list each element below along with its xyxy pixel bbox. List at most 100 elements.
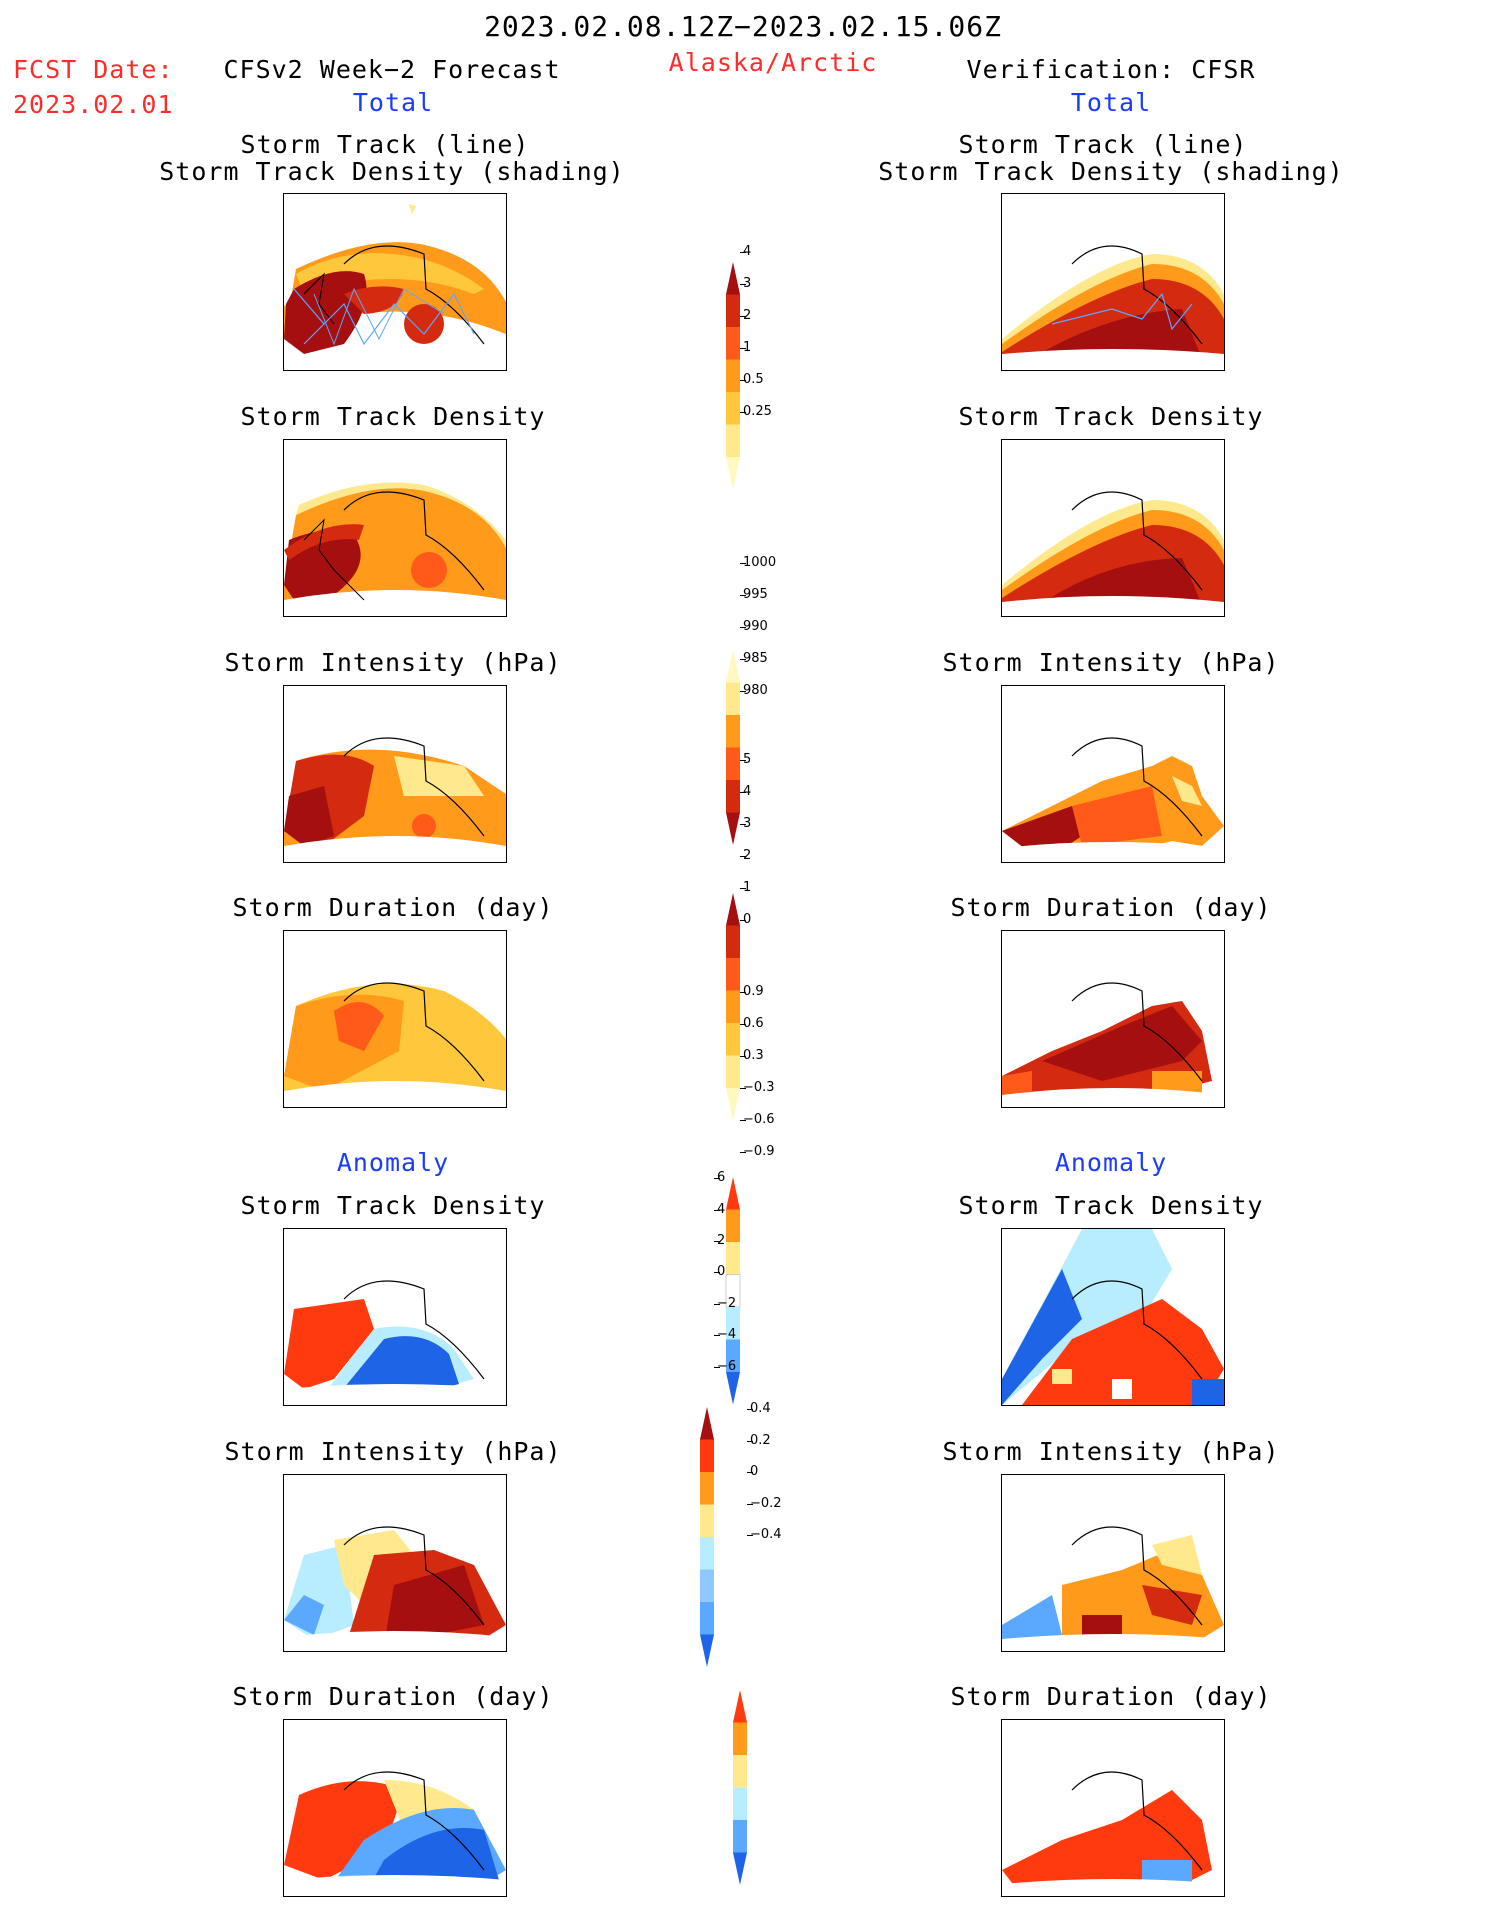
density_total-tick xyxy=(740,412,746,413)
duration_total-swatch xyxy=(726,1088,740,1121)
title-duration-left: Storm Duration (day) xyxy=(232,893,554,922)
density_total-label: 0.25 xyxy=(743,404,772,419)
density_anom-label: 0.9 xyxy=(743,984,764,999)
intensity_anom-swatch xyxy=(700,1504,714,1537)
title-duration-right: Storm Duration (day) xyxy=(950,893,1272,922)
density_anom-swatch xyxy=(726,1242,740,1275)
intensity_anom-label: 0 xyxy=(717,1264,726,1279)
duration_total-label: 3 xyxy=(743,816,752,831)
density_total-tick xyxy=(740,252,746,253)
intensity_total-swatch xyxy=(726,780,740,813)
duration_anom-tick xyxy=(747,1535,753,1536)
duration_anom-swatch xyxy=(733,1722,747,1755)
duration_anom-label: 0.4 xyxy=(750,1401,771,1416)
density_total-swatch xyxy=(726,457,740,490)
intensity_anom-label: −2 xyxy=(717,1296,737,1311)
density_total-label: 0.5 xyxy=(743,372,764,387)
title-intensity-right: Storm Intensity (hPa) xyxy=(942,648,1280,677)
intensity_anom-swatch xyxy=(700,1569,714,1602)
density_anom-swatch xyxy=(726,1307,740,1340)
colorbar-intensity-anom: 6 4 2 0 −2 −4 −6 xyxy=(700,1170,736,1667)
duration_total-label: 1 xyxy=(743,880,752,895)
intensity_anom-swatch xyxy=(700,1602,714,1635)
intensity_total-swatch xyxy=(726,747,740,780)
density_anom-tick xyxy=(740,1088,746,1089)
intensity_anom-tick xyxy=(714,1210,720,1211)
intensity_total-label: 990 xyxy=(743,619,768,634)
density_total-label: 3 xyxy=(743,276,752,291)
density_anom-tick xyxy=(740,1024,746,1025)
density_total-label: 1 xyxy=(743,340,752,355)
intensity_total-label: 1000 xyxy=(743,555,777,570)
colorbar-duration-total: 5 4 3 2 1 0 xyxy=(726,752,751,1121)
duration_anom-label: 0.2 xyxy=(750,1433,771,1448)
density_anom-label: −0.9 xyxy=(743,1144,775,1159)
title-anom-intensity-right: Storm Intensity (hPa) xyxy=(942,1437,1280,1466)
title-track-line-right: Storm Track (line) xyxy=(958,130,1248,159)
title-anom-density-right: Storm Track Density xyxy=(958,1191,1264,1220)
duration_total-tick xyxy=(740,920,746,921)
colorbar-intensity-total: 1000 995 990 985 980 xyxy=(726,555,776,845)
intensity_anom-swatches xyxy=(700,1407,714,1667)
density_total-label: 2 xyxy=(743,308,752,323)
density_total-swatch xyxy=(726,294,740,327)
intensity_anom-label: 4 xyxy=(717,1202,726,1217)
density_anom-tick xyxy=(740,1152,746,1153)
map-fcst-duration xyxy=(283,930,507,1108)
title-anom-duration-right: Storm Duration (day) xyxy=(950,1682,1272,1711)
duration_anom-swatch xyxy=(733,1787,747,1820)
map-fcst-anom-intensity xyxy=(283,1474,507,1652)
intensity_total-tick xyxy=(740,563,746,564)
colorbar-density-anom: 0.9 0.6 0.3 −0.3 −0.6 −0.9 xyxy=(725,984,775,1405)
density_anom-swatch xyxy=(726,1177,740,1210)
anomaly-label-left: Anomaly xyxy=(336,1148,450,1177)
intensity_total-tick xyxy=(740,627,746,628)
total-label-right: Total xyxy=(1070,88,1152,117)
intensity_anom-tick xyxy=(714,1241,720,1242)
title-track-density-left: Storm Track Density xyxy=(240,402,546,431)
map-fcst-anom-density xyxy=(283,1228,507,1406)
title-intensity-left: Storm Intensity (hPa) xyxy=(224,648,562,677)
intensity_anom-swatch xyxy=(700,1537,714,1570)
title-anom-duration-left: Storm Duration (day) xyxy=(232,1682,554,1711)
density_total-tick xyxy=(740,316,746,317)
duration_total-label: 2 xyxy=(743,848,752,863)
duration_anom-tick xyxy=(747,1441,753,1442)
duration_total-swatch xyxy=(726,990,740,1023)
density_anom-label: 0.3 xyxy=(743,1048,764,1063)
duration_total-tick xyxy=(740,888,746,889)
intensity_anom-label: 6 xyxy=(717,1170,726,1185)
intensity_total-swatch xyxy=(726,812,740,845)
map-cfsr-anom-duration xyxy=(1001,1719,1225,1897)
density_total-swatches xyxy=(726,262,740,490)
map-cfsr-track-density xyxy=(1001,439,1225,617)
date-range-title: 2023.02.08.12Z−2023.02.15.06Z xyxy=(484,10,1002,43)
region-title: Alaska/Arctic xyxy=(668,48,878,77)
map-cfsr-track-line xyxy=(1001,193,1225,371)
intensity_total-label: 995 xyxy=(743,587,768,602)
intensity_anom-label: −4 xyxy=(717,1327,737,1342)
duration_anom-tick xyxy=(747,1504,753,1505)
duration_total-label: 5 xyxy=(743,752,752,767)
duration_total-tick xyxy=(740,856,746,857)
total-label-left: Total xyxy=(352,88,434,117)
duration_anom-label: 0 xyxy=(750,1464,759,1479)
density_anom-swatch xyxy=(726,1339,740,1372)
map-fcst-intensity xyxy=(283,685,507,863)
density_total-tick xyxy=(740,348,746,349)
duration_total-tick xyxy=(740,824,746,825)
density_total-swatch xyxy=(726,327,740,360)
map-fcst-anom-duration xyxy=(283,1719,507,1897)
density_anom-swatch xyxy=(726,1209,740,1242)
density_anom-tick xyxy=(740,1120,746,1121)
map-cfsr-anom-intensity xyxy=(1001,1474,1225,1652)
map-fcst-track-line xyxy=(283,193,507,371)
duration_total-swatches xyxy=(726,893,740,1121)
title-anom-intensity-left: Storm Intensity (hPa) xyxy=(224,1437,562,1466)
intensity_anom-swatch xyxy=(700,1439,714,1472)
duration_total-swatch xyxy=(726,893,740,926)
duration_anom-swatch xyxy=(733,1690,747,1723)
intensity_anom-tick xyxy=(714,1335,720,1336)
duration_total-swatch xyxy=(726,1023,740,1056)
duration_total-swatch xyxy=(726,1055,740,1088)
